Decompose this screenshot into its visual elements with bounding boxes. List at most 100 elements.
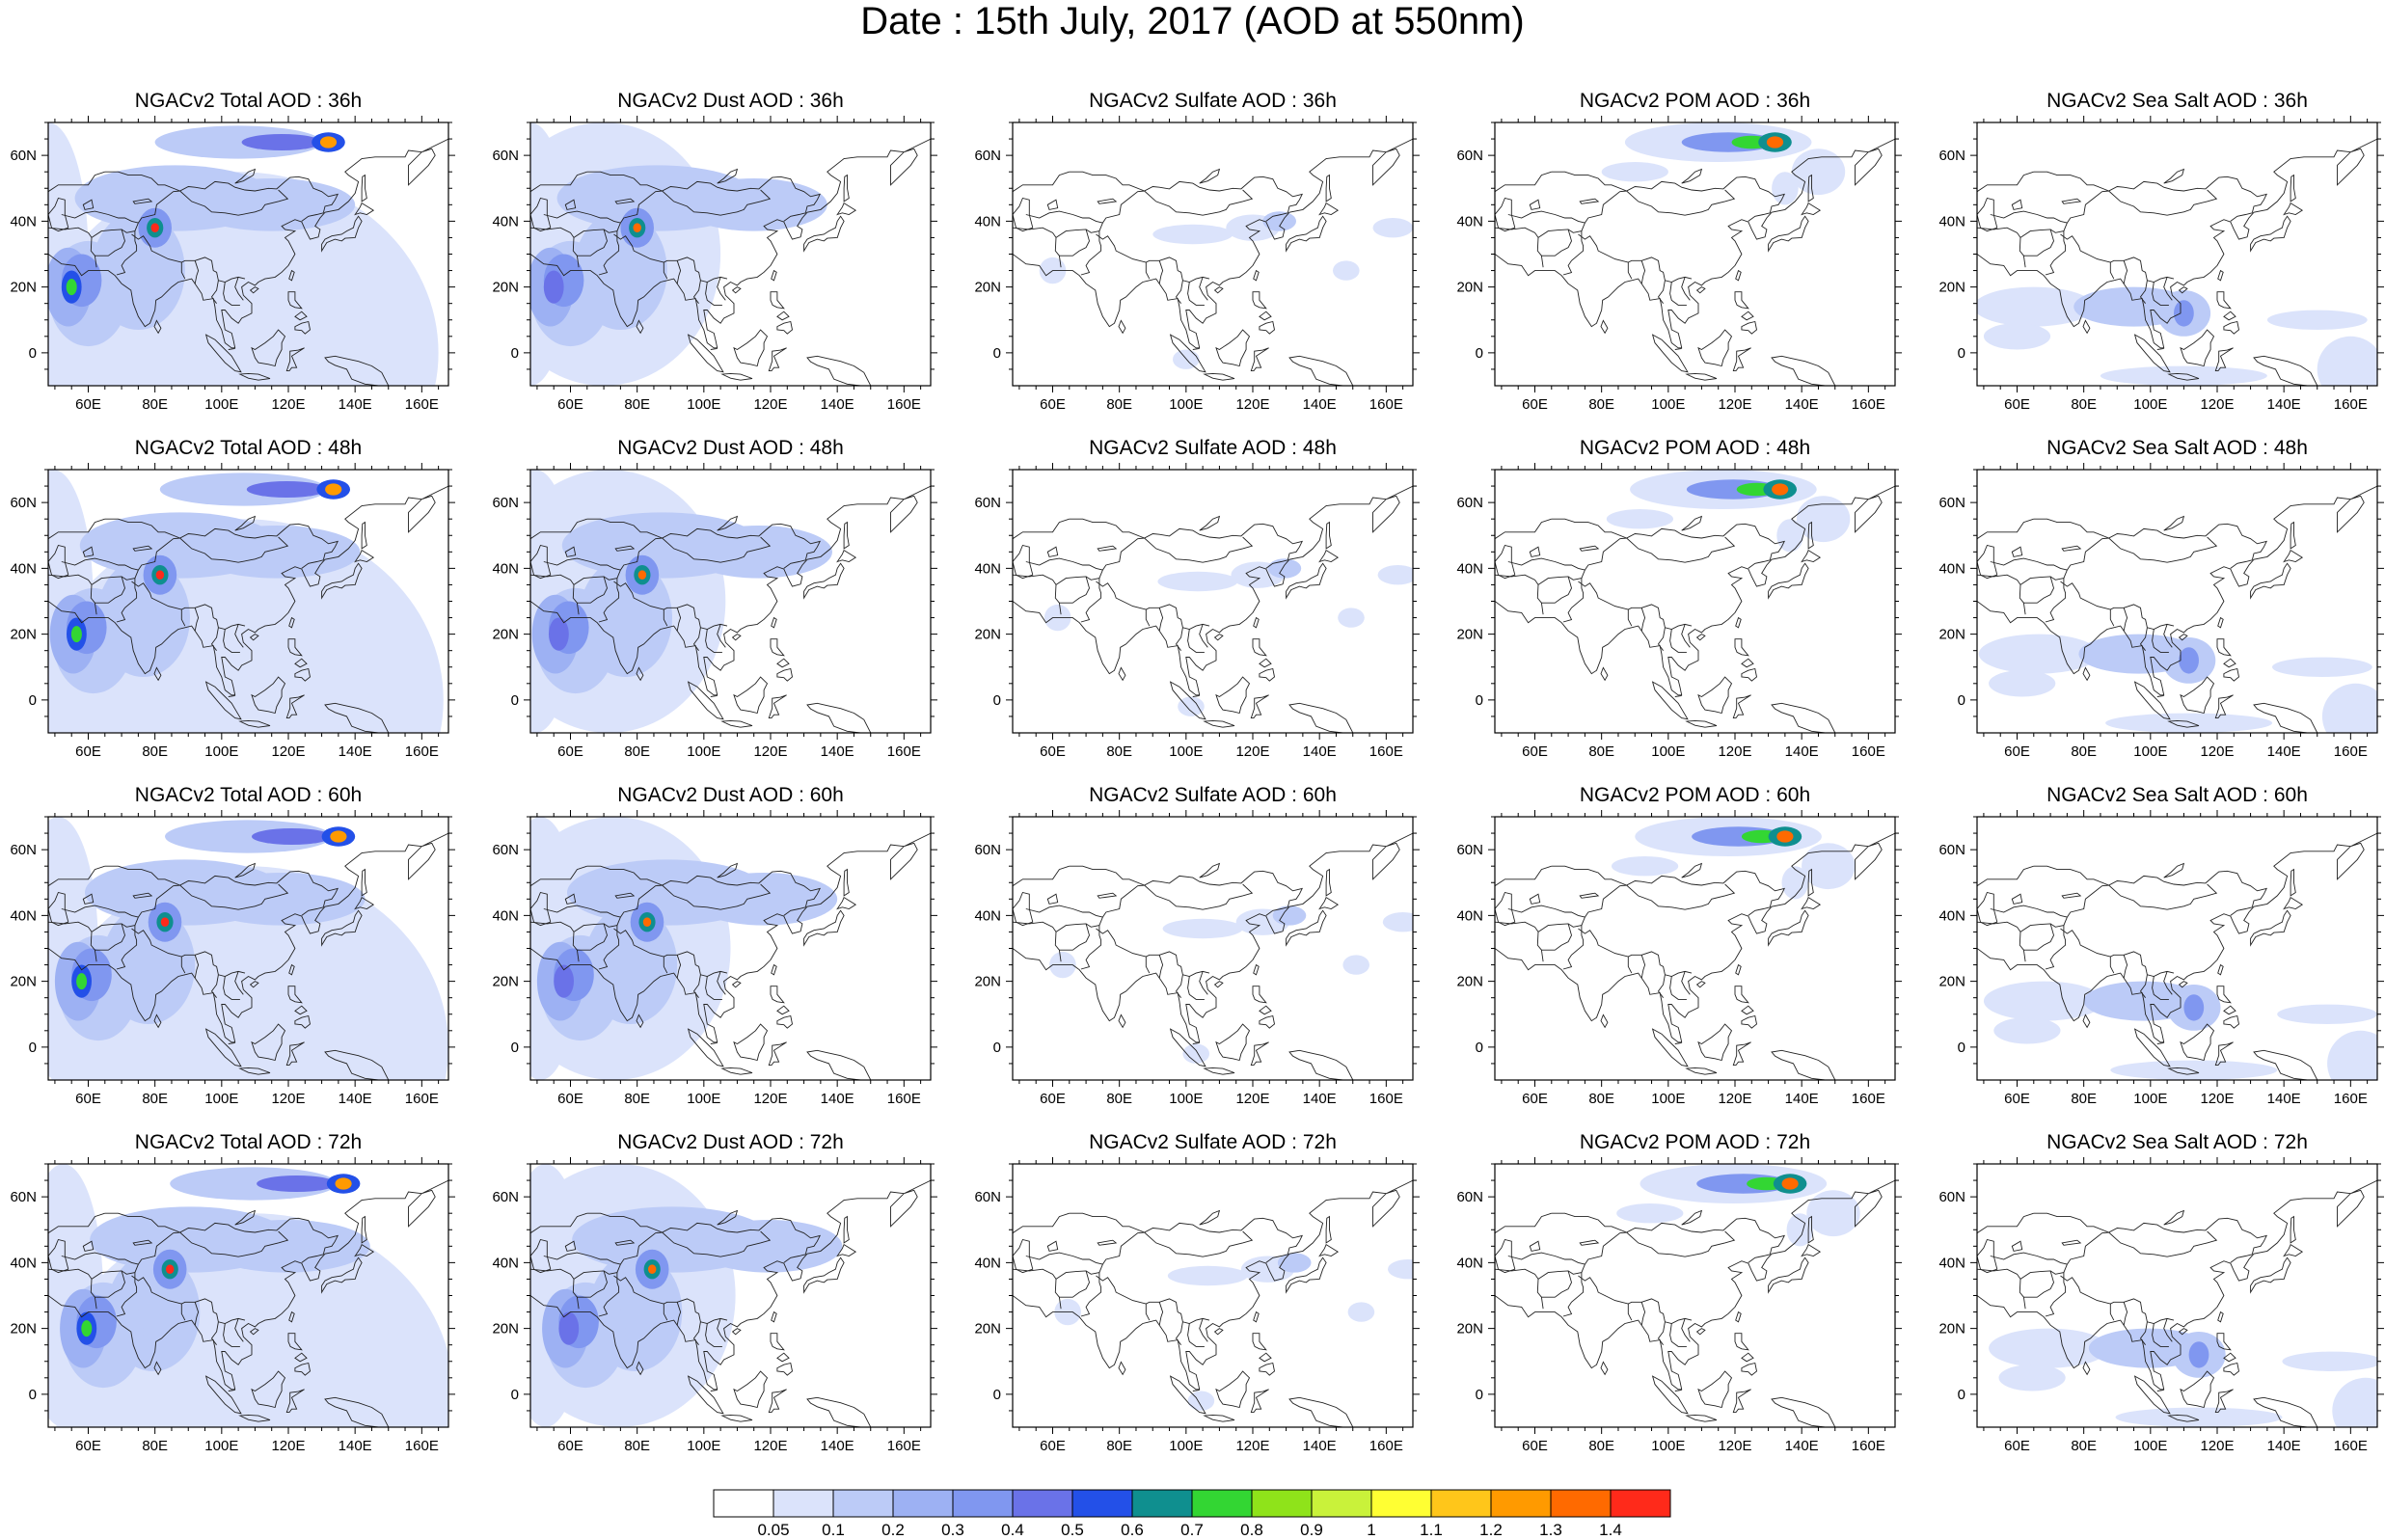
coastline [1626, 536, 1736, 563]
coastline [2123, 1302, 2128, 1326]
panel-title: NGACv2 Sea Salt AOD : 60h [2046, 784, 2308, 806]
colorbar-box [1610, 1489, 1671, 1518]
coastline [1651, 1028, 1689, 1067]
aod-contour [1157, 571, 1238, 592]
coastline [1013, 865, 1070, 887]
x-tick-label: 80E [624, 743, 650, 760]
x-tick-label: 60E [2004, 1438, 2030, 1454]
map-svg: 60E 80E 100E 120E 140E 160E 60N 40N 20N 0 [1456, 463, 1902, 760]
aod-contour [66, 279, 77, 296]
coastline [48, 574, 93, 585]
y-tick-label: 60N [1456, 495, 1483, 511]
x-tick-label: 100E [687, 743, 720, 760]
coastline [228, 347, 235, 350]
coastline [586, 171, 663, 192]
coastline [1118, 1013, 1126, 1029]
x-tick-label: 120E [2200, 1091, 2234, 1107]
coastline [2167, 1414, 2200, 1422]
coastline [324, 1049, 390, 1080]
panel-title: NGACv2 Total AOD : 72h [134, 1131, 363, 1153]
coastline [1801, 1243, 1822, 1257]
y-tick-label: 0 [29, 1040, 37, 1056]
coastline [1259, 320, 1275, 335]
coastline [1013, 171, 1070, 193]
coastline [1807, 521, 1814, 550]
coastline [1681, 1209, 1703, 1226]
aod-contour [159, 473, 327, 506]
y-tick-label: 20N [1456, 974, 1483, 990]
coastline [1318, 549, 1340, 563]
colorbar-box [1550, 1489, 1612, 1518]
panel-title: NGACv2 POM AOD : 48h [1579, 437, 1811, 459]
x-tick-label: 160E [887, 1438, 921, 1454]
coastline [204, 681, 242, 720]
coastline [287, 291, 303, 310]
x-tick-label: 80E [2071, 1091, 2097, 1107]
coastline [2019, 176, 2268, 238]
y-tick-label: 60N [1456, 148, 1483, 164]
coastline [1748, 906, 1771, 916]
coastline [1213, 1328, 1224, 1336]
coastline [2152, 629, 2169, 653]
aod-contour [2179, 647, 2199, 674]
aod-contour [2332, 1377, 2377, 1427]
coastline [573, 523, 822, 585]
coastline [354, 1243, 375, 1257]
coastline [1046, 199, 1059, 210]
coastline [1250, 1389, 1269, 1414]
coastline [710, 347, 718, 350]
aod-contour [1272, 905, 1307, 926]
panel-title: NGACv2 POM AOD : 36h [1579, 90, 1811, 112]
aod-contour [1377, 565, 1413, 585]
map-svg: 60E 80E 100E 120E 140E 160E 60N 40N 20N 0 [10, 463, 455, 760]
coastline [676, 260, 682, 284]
coastline [1537, 176, 1786, 238]
coastline [1495, 227, 1539, 238]
aod-contour [695, 1220, 843, 1273]
aod-field [1977, 470, 2377, 733]
x-tick-label: 100E [2133, 1438, 2167, 1454]
coastline [234, 1318, 244, 1342]
coastline [705, 282, 722, 306]
aod-contour [70, 626, 82, 643]
coastline [1977, 817, 2377, 1043]
coastline [1169, 681, 1206, 720]
coastline [776, 1005, 790, 1015]
coastline [1203, 719, 1235, 728]
coastline [1250, 694, 1269, 719]
coastline [1118, 319, 1126, 335]
panel-title: NGACv2 Total AOD : 60h [134, 784, 363, 806]
coastline [1199, 1209, 1221, 1226]
panel-title: NGACv2 Sea Salt AOD : 72h [2046, 1131, 2308, 1153]
coastline [294, 1362, 311, 1376]
coastline [2045, 578, 2067, 623]
coastline [598, 1272, 620, 1317]
coastline [2133, 1375, 2171, 1415]
map-panel: 60E 80E 100E 120E 140E 160E 60N 40N 20N 0 [10, 1157, 455, 1454]
coastline [543, 557, 621, 571]
coastline [2156, 694, 2164, 697]
coastline [1771, 1396, 1836, 1427]
coastline [1507, 557, 1585, 571]
coastline [1578, 1275, 1693, 1324]
map-panel: 60E 80E 100E 120E 140E 160E 60N 40N 20N 0 [1456, 463, 1902, 760]
y-tick-label: 20N [1456, 1321, 1483, 1337]
coastline [249, 1328, 259, 1336]
coastline [1069, 171, 1145, 192]
coastline [1495, 518, 1552, 540]
y-tick-label: 0 [511, 1040, 519, 1056]
colorbar-label: 1.1 [1420, 1521, 1443, 1539]
coastline [61, 1252, 139, 1265]
coastline [1529, 546, 1541, 557]
coastline [577, 923, 608, 951]
coastline [717, 1209, 739, 1226]
coastline [2214, 1389, 2234, 1414]
coastline [251, 329, 286, 367]
aod-field [1013, 1164, 1413, 1427]
aod-contour [558, 1311, 580, 1345]
y-tick-label: 40N [492, 560, 519, 577]
coastline [1674, 1041, 1682, 1044]
coastline [771, 1310, 777, 1323]
map-svg: 60E 80E 100E 120E 140E 160E 60N 40N 20N 0 [1456, 116, 1902, 413]
coastline [1771, 1049, 1836, 1080]
